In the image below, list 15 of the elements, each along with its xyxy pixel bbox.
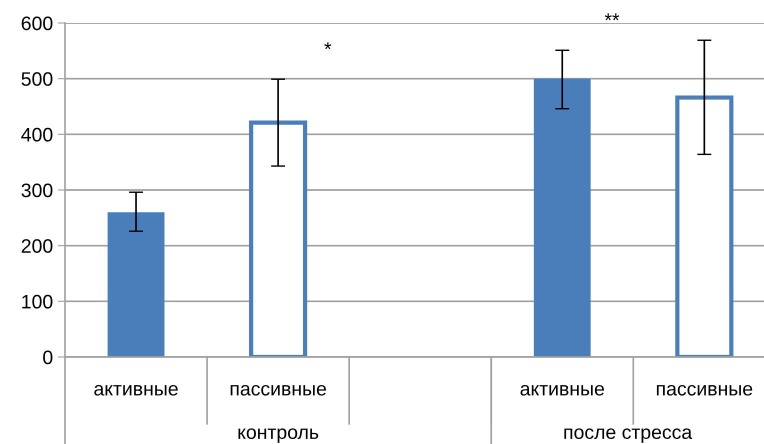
- y-tick-label: 600: [22, 16, 52, 30]
- y-tick-label: 400: [21, 128, 52, 142]
- x-tick-label: активные: [520, 384, 604, 396]
- y-tick-label: 200: [22, 239, 52, 253]
- x-tick-label: пассивные: [656, 384, 752, 396]
- y-tick-label: 500: [22, 72, 52, 86]
- x-tick-label: активные: [94, 384, 178, 396]
- text: **: [604, 13, 620, 20]
- y-tick-label: 100: [22, 294, 52, 309]
- annotation: *: [324, 42, 332, 50]
- x-tick-label: пассивные: [230, 384, 326, 396]
- text: контроль: [238, 428, 318, 443]
- y-tick-label: 300: [21, 183, 52, 198]
- text: после стресса: [564, 428, 692, 443]
- y-tick-label: 0: [43, 350, 52, 364]
